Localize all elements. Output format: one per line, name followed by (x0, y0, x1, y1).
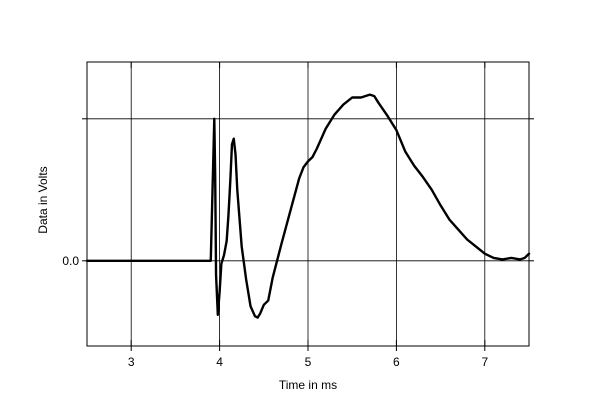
plot-frame (86, 61, 530, 347)
tick-marks (82, 62, 534, 351)
x-tick-labels: 3 4 5 6 7 (128, 355, 489, 369)
x-tick-label: 3 (128, 355, 135, 369)
x-tick-label: 4 (216, 355, 223, 369)
y-tick-label: 0.0 (62, 254, 79, 268)
y-tick-labels: 0.0 (62, 254, 79, 268)
y-axis-label: Data in Volts (36, 166, 50, 233)
x-tick-label: 7 (481, 355, 488, 369)
x-tick-label: 6 (393, 355, 400, 369)
series-lines (85, 93, 531, 319)
x-axis-label: Time in ms (279, 378, 337, 392)
x-tick-label: 5 (305, 355, 312, 369)
series-line (85, 93, 531, 319)
grid-lines (87, 62, 529, 346)
